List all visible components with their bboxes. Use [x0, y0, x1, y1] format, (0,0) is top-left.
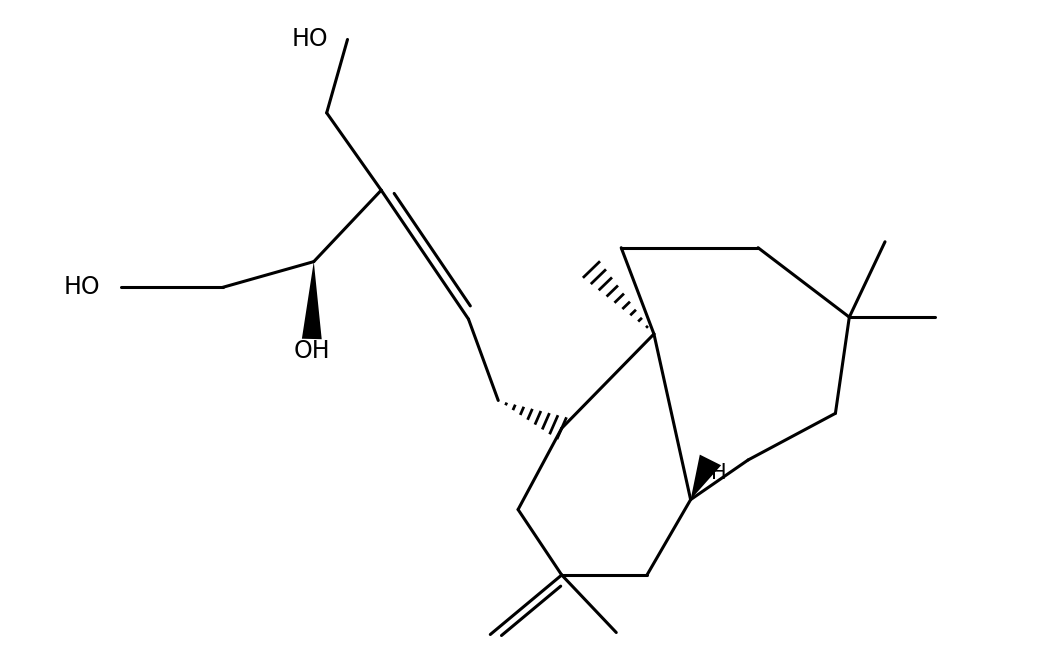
Polygon shape [690, 455, 721, 500]
Polygon shape [301, 262, 321, 339]
Text: HO: HO [63, 276, 100, 300]
Text: HO: HO [292, 27, 328, 52]
Text: OH: OH [293, 339, 330, 363]
Text: H: H [710, 463, 726, 483]
